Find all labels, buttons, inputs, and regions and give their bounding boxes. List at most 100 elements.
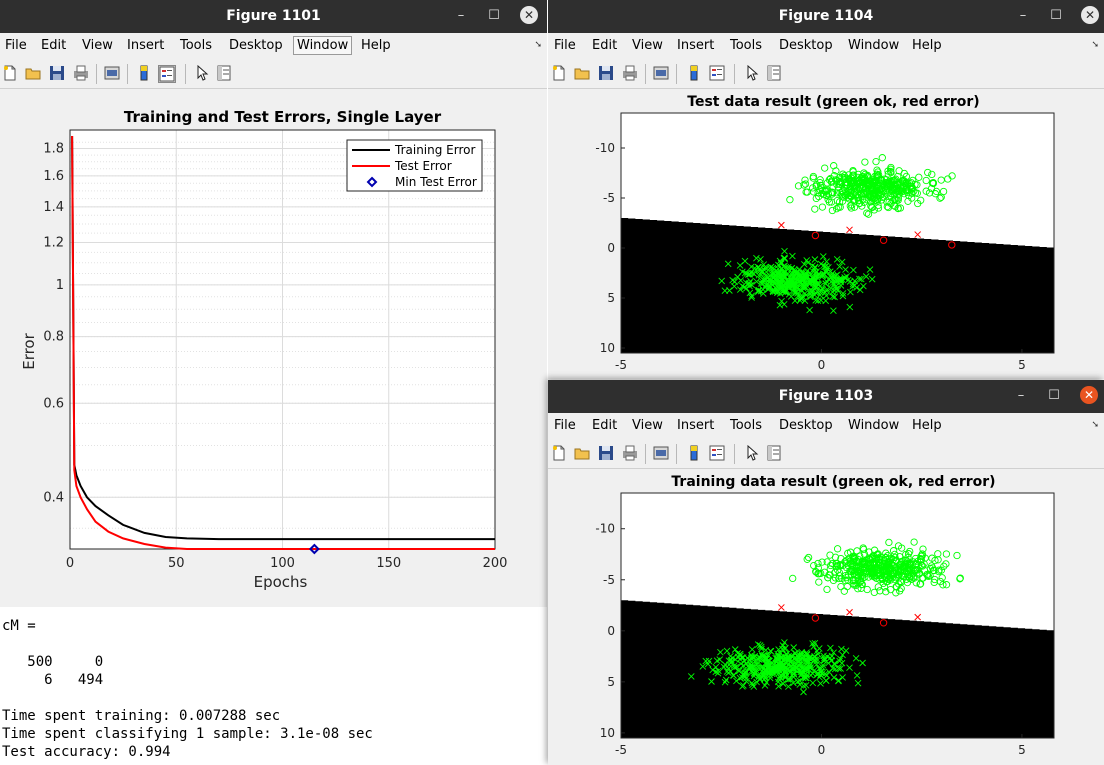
close-button[interactable]: ✕: [1080, 386, 1098, 404]
new-figure-icon[interactable]: [551, 65, 567, 81]
colorbar-icon[interactable]: [136, 65, 152, 81]
menu-edit[interactable]: Edit: [592, 38, 618, 53]
new-figure-icon[interactable]: [2, 65, 18, 81]
scatter-point-x: [812, 289, 820, 297]
link-plot-icon[interactable]: [653, 445, 669, 461]
y-tick-label: -5: [603, 573, 615, 587]
minimize-button[interactable]: –: [457, 8, 465, 23]
menu-tools[interactable]: Tools: [730, 418, 763, 433]
scatter-point-x: [784, 263, 792, 271]
scatter-point-circle: [924, 168, 932, 177]
scatter-point-circle: [849, 576, 857, 584]
scatter-point-x: [814, 297, 822, 305]
print-icon[interactable]: [73, 65, 89, 81]
menu-desktop[interactable]: Desktop: [779, 418, 833, 433]
menu-insert[interactable]: Insert: [677, 418, 715, 433]
scatter-point-circle: [818, 558, 826, 566]
menu-desktop[interactable]: Desktop: [229, 38, 283, 53]
scatter-point-x: [822, 280, 830, 287]
menu-help[interactable]: Help: [912, 418, 942, 433]
menu-file[interactable]: File: [5, 38, 27, 53]
console-matrix-row: 6 494: [2, 672, 104, 688]
scatter-point-x: [766, 657, 773, 665]
maximize-button[interactable]: ☐: [1048, 388, 1060, 403]
scatter-point-circle: [852, 177, 861, 186]
scatter-point-x: [806, 306, 813, 314]
menu-edit[interactable]: Edit: [41, 38, 67, 53]
colorbar-icon[interactable]: [686, 445, 702, 461]
menubar-dock-arrow-icon[interactable]: ➘: [1091, 40, 1099, 50]
scatter-point-x: [798, 648, 806, 656]
menu-window[interactable]: Window: [848, 418, 900, 433]
menubar-dock-arrow-icon[interactable]: ➘: [1091, 420, 1099, 430]
menu-desktop[interactable]: Desktop: [779, 38, 833, 53]
title-bar[interactable]: Figure 1101 – ☐ ✕: [0, 0, 547, 33]
title-bar[interactable]: Figure 1103 – ☐ ✕: [548, 380, 1104, 413]
scatter-point-x: [755, 671, 763, 679]
save-icon[interactable]: [598, 445, 614, 461]
close-button[interactable]: ✕: [520, 6, 538, 24]
scatter-point-circle: [856, 577, 865, 586]
maximize-button[interactable]: ☐: [1050, 8, 1062, 23]
open-file-icon[interactable]: [574, 445, 590, 461]
scatter-point-x: [825, 668, 833, 676]
menu-view[interactable]: View: [632, 38, 663, 53]
scatter-point-x: [739, 282, 746, 290]
menu-view[interactable]: View: [632, 418, 663, 433]
menu-edit[interactable]: Edit: [592, 418, 618, 433]
menu-window[interactable]: Window: [848, 38, 900, 53]
scatter-point-x: [732, 656, 739, 663]
menu-file[interactable]: File: [554, 418, 576, 433]
legend-icon[interactable]: [709, 65, 725, 81]
scatter-point-x: [819, 253, 827, 260]
scatter-point-circle: [846, 192, 854, 200]
menu-window[interactable]: Window: [293, 36, 353, 55]
new-figure-icon[interactable]: [551, 445, 567, 461]
pointer-icon[interactable]: [194, 65, 210, 81]
property-inspector-icon[interactable]: [766, 445, 782, 461]
open-file-icon[interactable]: [25, 65, 41, 81]
pointer-icon[interactable]: [744, 65, 760, 81]
scatter-point-x: [781, 247, 788, 255]
scatter-point-x: [797, 650, 805, 658]
legend-icon[interactable]: [158, 65, 176, 83]
close-button[interactable]: ✕: [1081, 6, 1099, 24]
print-icon[interactable]: [622, 445, 638, 461]
menubar-dock-arrow-icon[interactable]: ➘: [534, 40, 542, 50]
menu-help[interactable]: Help: [361, 38, 391, 53]
scatter-point-x: [800, 260, 808, 268]
figure-1104-window: Figure 1104 – ☐ ✕ File Edit View Insert …: [548, 0, 1104, 379]
pointer-icon[interactable]: [744, 445, 760, 461]
save-icon[interactable]: [598, 65, 614, 81]
link-plot-icon[interactable]: [104, 65, 120, 81]
scatter-point-circle: [794, 182, 803, 190]
print-icon[interactable]: [622, 65, 638, 81]
menu-help[interactable]: Help: [912, 38, 942, 53]
property-inspector-icon[interactable]: [216, 65, 232, 81]
open-file-icon[interactable]: [574, 65, 590, 81]
legend-icon[interactable]: [709, 445, 725, 461]
colorbar-icon[interactable]: [686, 65, 702, 81]
save-icon[interactable]: [49, 65, 65, 81]
menu-tools[interactable]: Tools: [730, 38, 763, 53]
property-inspector-icon[interactable]: [766, 65, 782, 81]
menu-tools[interactable]: Tools: [180, 38, 213, 53]
scatter-point-x: [842, 266, 849, 273]
maximize-button[interactable]: ☐: [488, 8, 500, 23]
minimize-button[interactable]: –: [1019, 8, 1027, 23]
title-bar[interactable]: Figure 1104 – ☐ ✕: [548, 0, 1104, 33]
scatter-point-x: [839, 290, 847, 297]
menu-insert[interactable]: Insert: [127, 38, 165, 53]
y-tick-label: 1.4: [43, 200, 64, 215]
menu-view[interactable]: View: [82, 38, 113, 53]
scatter-point-x: [748, 646, 756, 653]
link-plot-icon[interactable]: [653, 65, 669, 81]
scatter-point-x: [821, 670, 829, 678]
scatter-point-x: [821, 270, 829, 278]
menu-file[interactable]: File: [554, 38, 576, 53]
minimize-button[interactable]: –: [1017, 388, 1025, 403]
scatter-point-x: [800, 688, 807, 696]
scatter-point-circle: [872, 157, 880, 166]
menu-insert[interactable]: Insert: [677, 38, 715, 53]
scatter-point-x: [802, 681, 810, 689]
